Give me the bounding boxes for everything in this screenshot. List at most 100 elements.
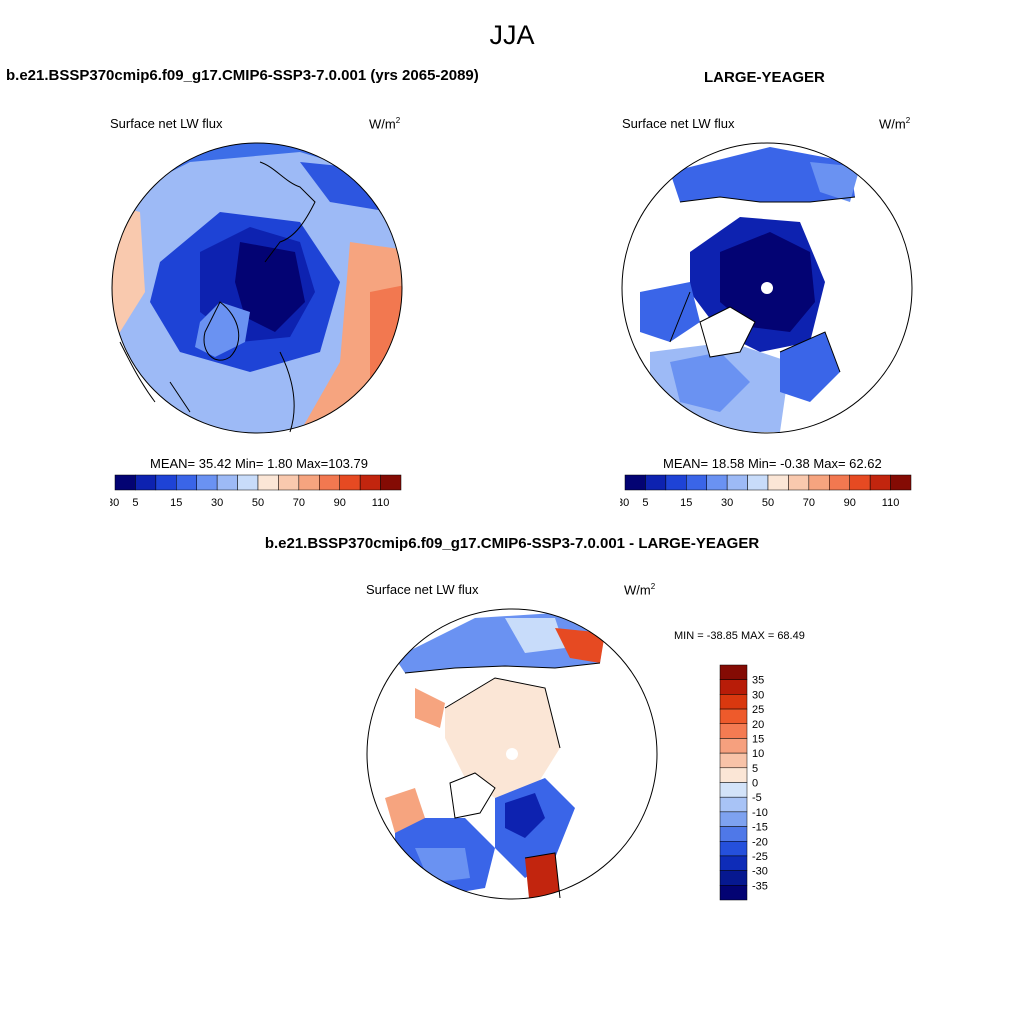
- panel2-field-arctic-core: [720, 232, 815, 332]
- panel3-colorbar-swatch: [719, 841, 748, 857]
- panel1-colorbar-swatch: [114, 474, 136, 491]
- panel2-colorbar-tick-label: 130: [620, 497, 629, 509]
- panel3-colorbar-swatch: [719, 679, 748, 695]
- panel2-alaska: [860, 172, 895, 202]
- panel3-pole-hole: [506, 748, 518, 760]
- panel1-colorbar-tick-label: 15: [170, 497, 182, 509]
- panel1-colorbar-tick-label: 70: [293, 497, 305, 509]
- panel3-colorbar-swatch: [719, 708, 748, 724]
- panel2-field-west: [640, 282, 700, 342]
- panel3-coastlines: [404, 662, 601, 899]
- panel1-colorbar-swatch: [298, 474, 320, 491]
- panel2-colorbar: 5 15 30 50 70 90 110 130: [620, 474, 912, 509]
- panel2-field-north: [670, 147, 855, 202]
- panel3-colorbar-tick-label: -25: [752, 851, 768, 863]
- panel3-colorbar-swatch: [719, 723, 748, 739]
- panel3-field-west-warm: [385, 788, 425, 833]
- figure-title: JJA: [489, 20, 535, 50]
- panel1-colorbar-swatch: [380, 474, 402, 491]
- panel3-colorbar-tick-label: 35: [752, 675, 764, 687]
- panel3-colorbar-tick-label: -15: [752, 822, 768, 834]
- panel1-colorbar-swatch: [196, 474, 218, 491]
- panel2-colorbar-swatch: [624, 474, 646, 491]
- panel2-colorbar-tick-label: 5: [642, 497, 648, 509]
- panel1-colorbar: 5 15 30 50 70 90 110 130: [110, 474, 402, 509]
- panel2-colorbar-tick-label: 30: [721, 497, 733, 509]
- panel1-colorbar-swatch: [216, 474, 238, 491]
- panel3-colorbar-tick-label: -20: [752, 836, 768, 848]
- panel3-colorbar-tick-label: -10: [752, 807, 768, 819]
- panel1-colorbar-tick-label: 50: [252, 497, 264, 509]
- panel3-colorbar-swatch: [719, 752, 748, 769]
- panel3-colorbar-tick-label: -30: [752, 866, 768, 878]
- panel2-colorbar-swatch: [788, 474, 810, 491]
- panel3-colorbar-swatch: [719, 664, 748, 680]
- panel1-colorbar-tick-label: 130: [110, 497, 119, 509]
- panel3-colorbar-tick-label: 15: [752, 733, 764, 745]
- panel2-pole-hole: [761, 282, 773, 294]
- panel2-field-pacific: [810, 162, 860, 202]
- panel1-units: W/m2: [369, 116, 401, 132]
- panel1-field-warm-west: [112, 202, 145, 332]
- panel2-coastlines: [669, 196, 856, 373]
- panel2-colorbar-tick-label: 90: [844, 497, 856, 509]
- panel3-field-bering-warm: [555, 628, 605, 663]
- panel3-variable-label: Surface net LW flux: [366, 582, 479, 597]
- panel3-colorbar-tick-label: 30: [752, 689, 764, 701]
- panel3-field-scandinavia-warm: [525, 853, 560, 899]
- panel1-colorbar-swatch: [237, 474, 259, 491]
- panel1-field-greenland: [195, 302, 250, 357]
- panel2-polar-map: [621, 142, 913, 434]
- panel1-title: b.e21.BSSP370cmip6.f09_g17.CMIP6-SSP3-7.…: [6, 67, 479, 84]
- panel3-colorbar: 35 30 25 20 15 10 5 0 -5 -10 -15 -20 -25 -30 -35: [719, 664, 768, 901]
- panel1-colorbar-swatch: [359, 474, 381, 491]
- panel1-colorbar-tick-label: 5: [132, 497, 138, 509]
- panel3-colorbar-swatch: [719, 811, 748, 827]
- panel1-polar-map: [111, 142, 403, 434]
- panel3-colorbar-tick-label: 0: [752, 778, 758, 790]
- panel2-colorbar-swatch: [645, 474, 667, 491]
- panel3-colorbar-tick-label: 5: [752, 763, 758, 775]
- panel1-colorbar-swatch: [257, 474, 279, 491]
- panel2-colorbar-tick-label: 110: [882, 497, 900, 509]
- panel1-colorbar-swatch: [176, 474, 197, 491]
- panel3-colorbar-swatch: [719, 870, 748, 886]
- panel3-field-atlantic-light: [415, 848, 470, 883]
- panel3-polar-map: [366, 608, 658, 900]
- panel2-stats: MEAN= 18.58 Min= -0.38 Max= 62.62: [663, 456, 882, 471]
- panel2-colorbar-swatch: [890, 474, 912, 491]
- panel3-field-north-light: [505, 618, 565, 653]
- panel2-colorbar-swatch: [849, 474, 871, 491]
- panel1-field-warm-east-core: [370, 282, 402, 422]
- panel2-colorbar-swatch: [686, 474, 707, 491]
- panel2-colorbar-tick-label: 50: [762, 497, 774, 509]
- panel1-colorbar-swatch: [278, 474, 300, 491]
- panel3-colorbar-tick-label: -5: [752, 792, 762, 804]
- panel1-variable-label: Surface net LW flux: [110, 116, 223, 131]
- panel3-field-arctic-neutral: [445, 678, 560, 798]
- panel3-colorbar-swatch: [719, 694, 748, 710]
- panel1-map-border: [111, 142, 403, 434]
- panel3-colorbar-tick-label: 25: [752, 704, 764, 716]
- panel1-field-arctic-core: [235, 242, 305, 332]
- panel2-colorbar-swatch: [767, 474, 789, 491]
- panel1-colorbar-tick-label: 110: [372, 497, 390, 509]
- panel1-stats: MEAN= 35.42 Min= 1.80 Max=103.79: [150, 456, 368, 471]
- panel3-map-border: [366, 608, 658, 900]
- panel2-field-atlantic-mid: [670, 352, 750, 412]
- panel3-colorbar-tick-label: -35: [752, 880, 768, 892]
- panel1-colorbar-tick-label: 30: [211, 497, 223, 509]
- panel2-colorbar-tick-label: 70: [803, 497, 815, 509]
- panel3-title: b.e21.BSSP370cmip6.f09_g17.CMIP6-SSP3-7.…: [264, 535, 760, 552]
- panel2-colorbar-swatch: [747, 474, 769, 491]
- panel2-field-norway: [780, 332, 840, 402]
- panel3-colorbar-swatch: [719, 782, 748, 798]
- panel3-colorbar-swatch: [719, 826, 748, 842]
- panel2-variable-label: Surface net LW flux: [622, 116, 735, 131]
- panel2-colorbar-swatch: [808, 474, 830, 491]
- panel3-colorbar-tick-label: 10: [752, 748, 764, 760]
- panel1-colorbar-swatch: [155, 474, 177, 491]
- panel3-colorbar-swatch: [719, 885, 748, 901]
- panel3-minmax: MIN = -38.85 MAX = 68.49: [674, 630, 805, 642]
- panel2-colorbar-swatch: [869, 474, 891, 491]
